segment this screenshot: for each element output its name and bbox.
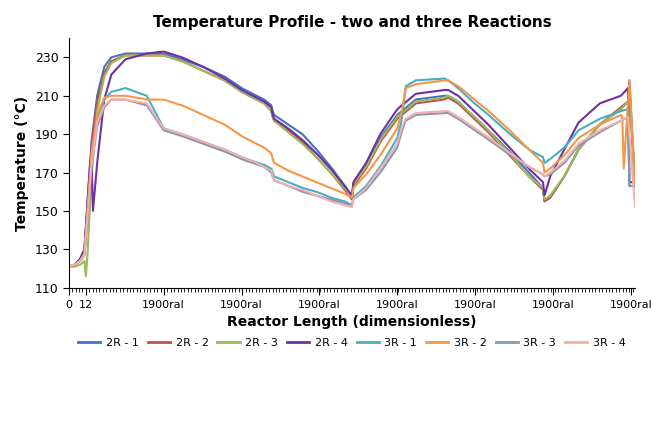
X-axis label: Reactor Length (dimensionless): Reactor Length (dimensionless) <box>227 315 477 329</box>
2R - 3 <box>615 108 623 113</box>
2R - 4 <box>511 151 519 156</box>
2R - 1 <box>65 264 73 269</box>
2R - 4 <box>325 165 333 170</box>
2R - 2 <box>615 107 623 112</box>
3R - 1 <box>615 109 623 114</box>
3R - 1 <box>94 115 102 120</box>
2R - 2 <box>631 184 639 189</box>
Title: Temperature Profile - two and three Reactions: Temperature Profile - two and three Reac… <box>153 15 551 30</box>
2R - 1 <box>615 108 623 114</box>
2R - 3 <box>82 273 90 279</box>
3R - 3 <box>341 200 349 206</box>
2R - 2 <box>341 187 349 192</box>
3R - 4 <box>615 119 623 124</box>
2R - 1 <box>122 51 130 56</box>
2R - 4 <box>615 94 623 99</box>
Line: 2R - 2: 2R - 2 <box>69 55 635 267</box>
2R - 3 <box>94 104 102 109</box>
2R - 2 <box>615 106 623 111</box>
3R - 3 <box>325 197 333 202</box>
3R - 3 <box>94 122 102 127</box>
3R - 4 <box>511 154 519 159</box>
2R - 2 <box>65 264 73 269</box>
3R - 4 <box>341 203 349 208</box>
2R - 2 <box>122 53 130 58</box>
3R - 4 <box>325 198 333 203</box>
2R - 1 <box>94 91 102 96</box>
Line: 3R - 2: 3R - 2 <box>69 80 635 267</box>
Line: 2R - 1: 2R - 1 <box>69 54 635 267</box>
3R - 1 <box>340 199 348 204</box>
2R - 3 <box>511 158 519 163</box>
Line: 3R - 3: 3R - 3 <box>69 100 635 267</box>
2R - 3 <box>341 185 349 190</box>
Line: 3R - 1: 3R - 1 <box>69 78 635 267</box>
3R - 2 <box>325 185 333 190</box>
2R - 1 <box>325 163 333 168</box>
2R - 3 <box>631 184 639 189</box>
2R - 4 <box>341 183 349 188</box>
3R - 2 <box>631 180 639 185</box>
Line: 2R - 4: 2R - 4 <box>69 51 635 267</box>
2R - 3 <box>65 264 73 269</box>
2R - 2 <box>325 169 333 174</box>
2R - 2 <box>94 97 102 102</box>
3R - 3 <box>107 97 115 102</box>
3R - 1 <box>325 195 333 200</box>
3R - 4 <box>107 97 115 102</box>
2R - 4 <box>160 49 168 54</box>
2R - 3 <box>326 169 334 174</box>
Y-axis label: Temperature (°C): Temperature (°C) <box>15 95 29 230</box>
3R - 3 <box>615 119 623 124</box>
3R - 4 <box>65 264 73 269</box>
3R - 3 <box>65 264 73 269</box>
3R - 2 <box>511 133 519 138</box>
2R - 1 <box>511 155 519 160</box>
3R - 2 <box>340 191 348 196</box>
3R - 2 <box>615 114 623 119</box>
2R - 2 <box>511 159 519 164</box>
3R - 4 <box>631 205 639 210</box>
2R - 4 <box>94 155 102 160</box>
3R - 2 <box>94 111 102 116</box>
3R - 1 <box>615 109 623 114</box>
2R - 1 <box>341 183 349 188</box>
3R - 3 <box>511 155 519 160</box>
3R - 4 <box>615 119 623 124</box>
3R - 1 <box>440 76 448 81</box>
3R - 2 <box>615 114 623 119</box>
3R - 1 <box>65 264 73 269</box>
3R - 1 <box>631 184 639 189</box>
2R - 3 <box>615 108 624 113</box>
Line: 3R - 4: 3R - 4 <box>69 100 635 267</box>
2R - 1 <box>615 108 623 113</box>
2R - 4 <box>65 264 73 269</box>
2R - 4 <box>631 180 639 185</box>
3R - 3 <box>631 184 639 189</box>
3R - 4 <box>94 119 102 124</box>
2R - 3 <box>122 53 130 58</box>
Line: 2R - 3: 2R - 3 <box>69 55 635 276</box>
2R - 4 <box>615 94 623 99</box>
3R - 3 <box>615 119 623 124</box>
3R - 1 <box>511 135 519 141</box>
Legend: 2R - 1, 2R - 2, 2R - 3, 2R - 4, 3R - 1, 3R - 2, 3R - 3, 3R - 4: 2R - 1, 2R - 2, 2R - 3, 2R - 4, 3R - 1, … <box>74 333 630 352</box>
2R - 1 <box>631 184 639 189</box>
3R - 2 <box>440 78 448 83</box>
3R - 2 <box>65 264 73 269</box>
